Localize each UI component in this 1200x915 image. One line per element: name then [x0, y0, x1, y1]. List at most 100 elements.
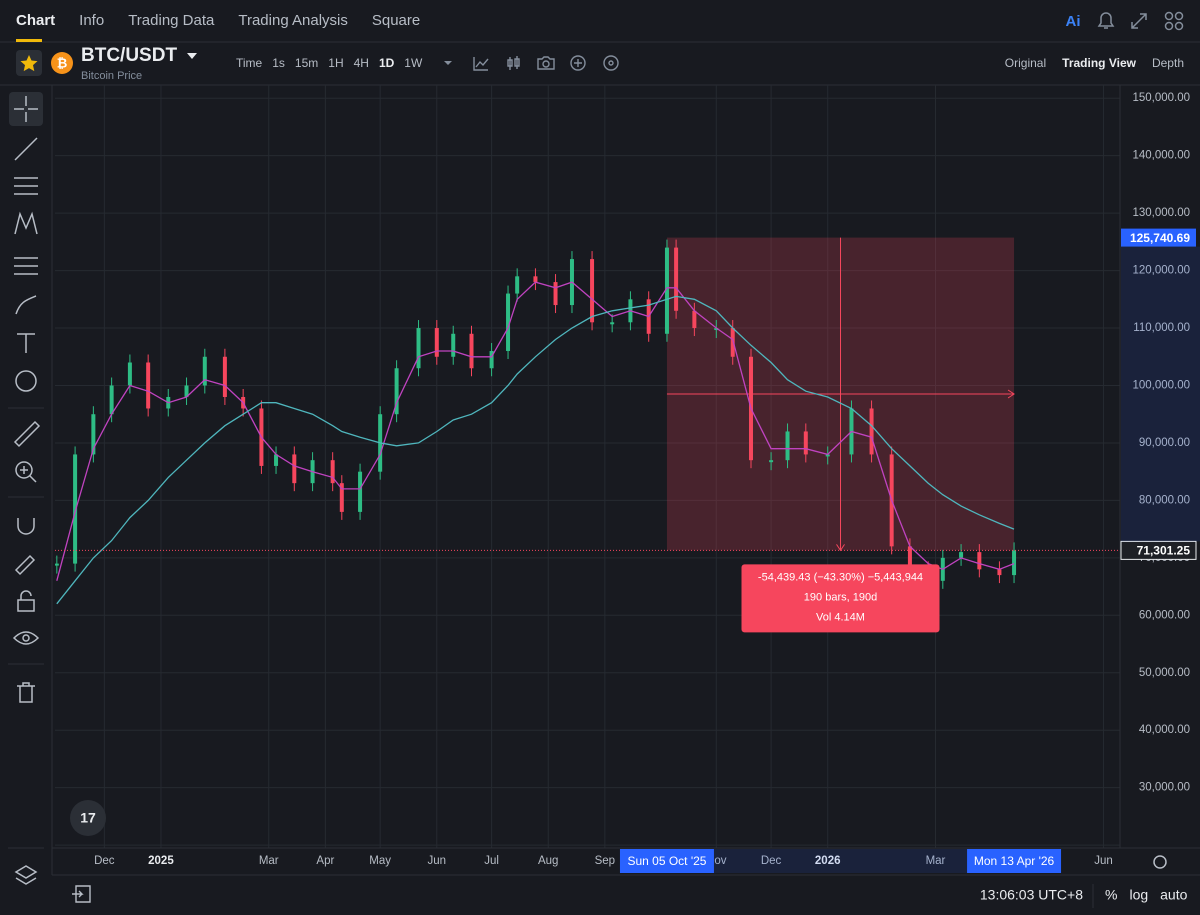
candle: [202, 356, 207, 386]
brush-tool[interactable]: [15, 295, 37, 315]
interval[interactable]: 4H: [354, 56, 369, 70]
candle: [714, 328, 719, 331]
pair[interactable]: BTC/USDT: [81, 45, 177, 66]
candle: [274, 454, 279, 466]
view-option[interactable]: Trading View: [1062, 56, 1136, 70]
top-nav: [0, 0, 1200, 42]
view-option[interactable]: Original: [1005, 56, 1046, 70]
scale-option[interactable]: log: [1129, 887, 1148, 903]
axis-highlight: [713, 849, 968, 873]
candle: [394, 368, 399, 415]
toolbar-icons: [473, 55, 619, 71]
nav-tab[interactable]: Trading Analysis: [238, 12, 348, 29]
interval[interactable]: 1W: [404, 56, 423, 70]
date-tag-label: Sun 05 Oct '25: [627, 854, 706, 868]
candle: [469, 333, 474, 369]
date-range-icon[interactable]: [72, 885, 91, 903]
candle: [109, 385, 114, 415]
measure-text: -54,439.43 (−43.30%) −5,443,944: [758, 571, 923, 583]
collapse-icon[interactable]: [1131, 13, 1147, 29]
nav-tab[interactable]: Chart: [16, 12, 55, 29]
pattern-tool[interactable]: [14, 211, 38, 235]
date-tag: [619, 849, 714, 873]
target-icon[interactable]: [603, 55, 619, 71]
plot-area: [55, 85, 1120, 848]
candle: [959, 552, 964, 558]
scale-option[interactable]: %: [1105, 887, 1117, 903]
line-tool[interactable]: [14, 137, 38, 161]
nav-tab[interactable]: Info: [79, 12, 104, 29]
y-tick-label: 40,000.00: [1139, 724, 1190, 736]
y-tick-label: 80,000.00: [1139, 494, 1190, 506]
candle: [610, 322, 615, 325]
candle: [434, 328, 439, 357]
layers-icon[interactable]: [14, 865, 38, 885]
scale-option[interactable]: auto: [1160, 887, 1187, 903]
interval[interactable]: 1s: [272, 56, 285, 70]
candle: [590, 259, 595, 323]
x-tick-label: Sep: [595, 855, 615, 867]
candle: [489, 351, 494, 369]
fib-tool[interactable]: [14, 177, 38, 195]
candle: [977, 552, 982, 570]
btc-icon: [51, 52, 73, 74]
candle-icon[interactable]: [507, 56, 520, 70]
interval[interactable]: Time: [236, 56, 263, 70]
lock-tool[interactable]: [17, 599, 35, 612]
visibility-tool[interactable]: [12, 631, 40, 645]
layout-icon[interactable]: [1164, 11, 1184, 31]
crosshair-tool[interactable]: [9, 92, 43, 126]
candle: [146, 362, 151, 409]
zoom-tool[interactable]: [15, 461, 33, 479]
x-tick-label: Dec: [94, 855, 115, 867]
y-tick-label: 110,000.00: [1133, 322, 1190, 334]
x-tick-label: Mar: [926, 855, 946, 867]
star-icon: [20, 55, 38, 72]
camera-icon[interactable]: [537, 56, 555, 70]
x-tick-label: Aug: [538, 855, 558, 867]
ma-line: [56, 295, 1015, 605]
view-option[interactable]: Depth: [1152, 56, 1184, 70]
text-tool[interactable]: [17, 333, 35, 353]
bell-icon[interactable]: [1097, 12, 1115, 29]
ma-line: [56, 281, 1015, 581]
candle: [997, 569, 1002, 576]
measure-arrow: [1007, 389, 1015, 399]
nav-tab[interactable]: Square: [372, 12, 420, 29]
x-tick-label: Jul: [484, 855, 499, 867]
dropdown-arrow[interactable]: [187, 53, 197, 59]
interval[interactable]: 1D: [379, 56, 395, 70]
y-tick-label: 60,000.00: [1139, 609, 1190, 621]
ruler-tool[interactable]: [13, 420, 41, 448]
x-tick-label: Jun: [428, 855, 447, 867]
candle: [825, 454, 830, 457]
candle: [184, 385, 189, 397]
candle: [330, 460, 335, 484]
x-tick-label: 2026: [815, 855, 841, 867]
candle: [127, 362, 132, 386]
add-icon[interactable]: [570, 55, 586, 71]
indicator-icon[interactable]: [473, 57, 489, 71]
tv-logo[interactable]: [70, 800, 106, 836]
settings-icon[interactable]: [1153, 855, 1167, 869]
more-intervals[interactable]: [444, 61, 452, 65]
delete-tool[interactable]: [17, 682, 35, 703]
projection-tool[interactable]: [14, 257, 38, 275]
price-tag: [1121, 228, 1196, 247]
candle: [803, 431, 808, 455]
price-tag-label: 125,740.69: [1130, 231, 1190, 245]
ai-button[interactable]: Ai: [1066, 13, 1081, 30]
lock-draw-tool[interactable]: [14, 554, 36, 576]
candle: [769, 460, 774, 463]
magnet-tool[interactable]: [17, 518, 35, 535]
y-tick-label: 140,000.00: [1132, 150, 1190, 162]
subtitle: Bitcoin Price: [81, 70, 142, 82]
nav-tab[interactable]: Trading Data: [128, 12, 215, 29]
interval[interactable]: 1H: [328, 56, 343, 70]
emoji-tool[interactable]: [15, 370, 37, 392]
tab-underline: [16, 39, 42, 42]
interval[interactable]: 15m: [295, 56, 318, 70]
y-tick-label: 150,000.00: [1132, 92, 1190, 104]
